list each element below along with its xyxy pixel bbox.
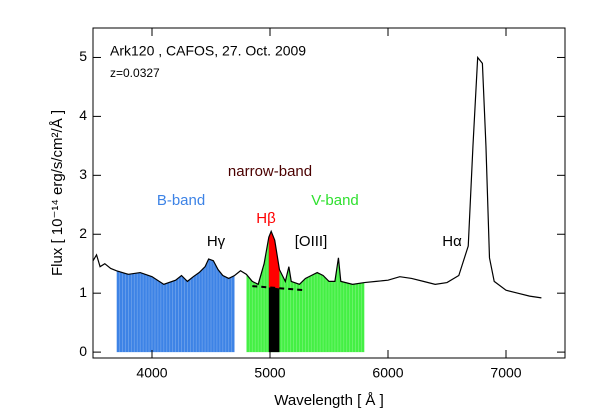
- x-tick-label: 4000: [136, 365, 167, 381]
- narrow-band-fill: [268, 287, 280, 353]
- chart-title: Ark120 , CAFOS, 27. Oct. 2009: [110, 43, 306, 59]
- chart-subtitle: z=0.0327: [110, 66, 160, 80]
- y-tick-label: 3: [79, 166, 87, 182]
- band-fill: [116, 259, 235, 353]
- hbeta-label: Hβ: [256, 210, 276, 227]
- halpha-label: Hα: [442, 233, 462, 250]
- y-tick-label: 0: [79, 343, 87, 359]
- y-axis-label: Flux [ 10⁻¹⁴ erg/s/cm²/Å ]: [49, 110, 66, 276]
- oiii-label: [OIII]: [295, 233, 328, 250]
- y-tick-label: 4: [79, 107, 87, 123]
- plot-frame: [92, 27, 566, 359]
- x-axis-label: Wavelength [ Å ]: [274, 392, 384, 409]
- y-tick-label: 1: [79, 284, 87, 300]
- hgamma-label: Hγ: [207, 233, 226, 250]
- spectrum-line: [92, 55, 542, 299]
- b-band-label: B-band: [157, 192, 205, 209]
- narrow-band-label: narrow-band: [228, 163, 312, 180]
- line-flux-fill: [268, 231, 280, 289]
- x-tick-label: 6000: [372, 365, 403, 381]
- y-tick-label: 5: [79, 48, 87, 64]
- x-tick-label: 7000: [490, 365, 521, 381]
- y-tick-label: 2: [79, 225, 87, 241]
- v-band-label: V-band: [311, 192, 359, 209]
- x-tick-label: 5000: [254, 365, 285, 381]
